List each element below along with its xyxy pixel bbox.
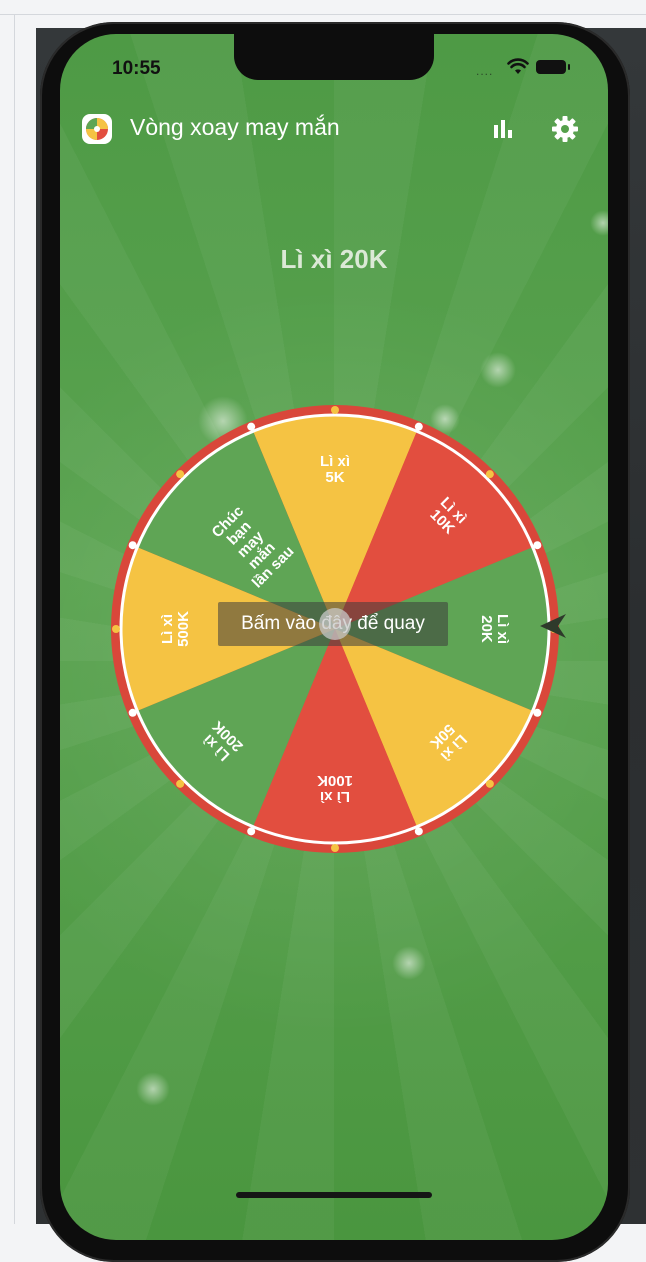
wheel-peg bbox=[247, 827, 256, 836]
gear-icon[interactable] bbox=[550, 114, 580, 144]
wheel-peg bbox=[112, 625, 120, 633]
app-screen: 10:55 .... Vòng xoay may mắn bbox=[60, 34, 608, 1240]
bar-chart-icon[interactable] bbox=[490, 116, 516, 142]
wheel-peg bbox=[533, 708, 542, 717]
wheel-hub bbox=[319, 608, 351, 640]
glow-dot bbox=[590, 210, 608, 236]
wheel-peg bbox=[176, 779, 185, 788]
wheel-segment-label: Lì xì100K bbox=[317, 772, 353, 805]
wheel-segment-label: Lì xì 5K bbox=[320, 453, 350, 486]
wheel-peg bbox=[533, 541, 542, 550]
wheel-peg bbox=[176, 470, 185, 479]
wheel-peg bbox=[128, 541, 137, 550]
wheel-segment bbox=[137, 431, 335, 629]
page-border-left bbox=[14, 14, 15, 1224]
pointer-arrow-icon bbox=[540, 614, 566, 638]
home-indicator bbox=[236, 1192, 432, 1198]
result-text: Lì xì 20K bbox=[280, 244, 388, 274]
status-time: 10:55 bbox=[112, 58, 161, 79]
wheel-peg bbox=[414, 422, 423, 431]
wheel-peg bbox=[331, 844, 339, 852]
app-title: Vòng xoay may mắn bbox=[130, 114, 340, 140]
wheel-peg bbox=[331, 406, 339, 414]
wheel-peg bbox=[247, 422, 256, 431]
wheel-segment bbox=[335, 629, 533, 827]
spin-wheel-icon bbox=[82, 114, 112, 144]
wheel-segment bbox=[253, 415, 417, 629]
wheel-segment-label: Lì xì500K bbox=[159, 611, 192, 647]
wifi-icon bbox=[507, 58, 529, 74]
signal-dots: .... bbox=[476, 64, 494, 78]
wheel-segment-label: Lì xì20K bbox=[478, 614, 511, 644]
wheel-segment bbox=[137, 629, 335, 827]
glow-dot bbox=[136, 1072, 170, 1106]
wheel-segment bbox=[335, 431, 533, 629]
glow-dot bbox=[392, 946, 426, 980]
wheel-peg bbox=[485, 470, 494, 479]
wheel-peg bbox=[414, 827, 423, 836]
notch bbox=[234, 34, 434, 80]
wheel-peg bbox=[128, 708, 137, 717]
page-border-top bbox=[0, 14, 646, 15]
battery-icon bbox=[536, 60, 570, 74]
wheel-segment bbox=[253, 629, 417, 843]
wheel-peg bbox=[485, 779, 494, 788]
glow-dot bbox=[480, 352, 516, 388]
